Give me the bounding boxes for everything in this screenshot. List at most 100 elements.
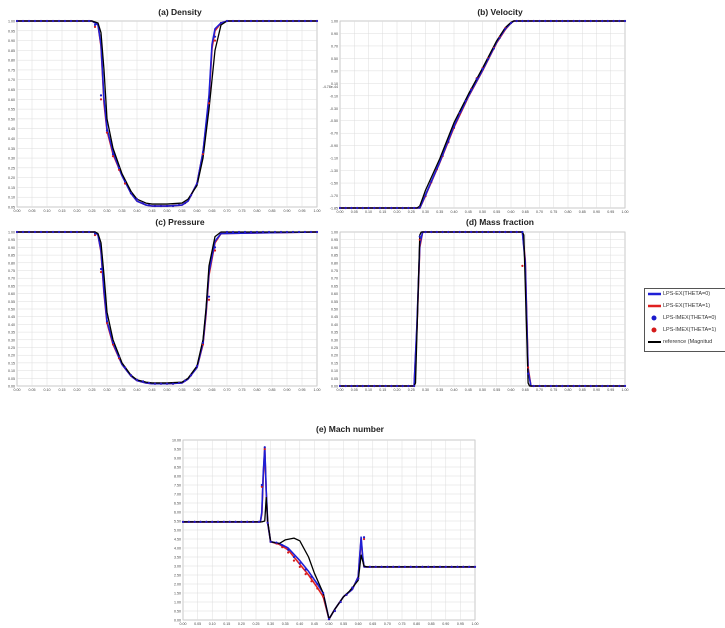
- density-point-imex0: [249, 19, 253, 23]
- density-point-imex0: [195, 182, 199, 185]
- mass-point-imex0: [549, 384, 553, 388]
- mass-point-imex0: [618, 384, 621, 388]
- velocity-point-imex0: [373, 206, 376, 210]
- mach-point-imex0: [205, 520, 208, 524]
- pressure-point-imex1: [201, 343, 205, 346]
- pressure-y-tick-label: 0.40: [8, 323, 15, 327]
- velocity-x-tick-label: 0.15: [379, 210, 386, 214]
- velocity-y-tick-label: 0.90: [331, 32, 338, 36]
- density-point-imex0: [63, 19, 67, 23]
- velocity-point-imex0: [527, 19, 530, 23]
- mach-point-imex0: [345, 593, 348, 596]
- chart-legend: LPS-EX(THETA=0) LPS-EX(THETA=1) LPS-IMEX…: [644, 288, 725, 352]
- mach-y-tick-label: 2.00: [174, 583, 181, 587]
- pressure-point-imex0: [225, 230, 229, 234]
- density-point-imex0: [261, 19, 265, 23]
- mass-point-imex0: [475, 230, 478, 234]
- mach-point-imex0: [415, 565, 418, 569]
- pressure-x-tick-label: 0.55: [179, 388, 186, 392]
- velocity-y-tick-label: -1.70: [330, 194, 338, 198]
- velocity-x-tick-label: 0.30: [422, 210, 429, 214]
- velocity-point-imex0: [418, 206, 421, 209]
- pressure-x-tick-label: 0.00: [14, 388, 21, 392]
- density-point-imex0: [177, 203, 181, 207]
- mass-x-tick-label: 0.65: [522, 388, 529, 392]
- velocity-point-imex0: [601, 19, 604, 23]
- density-y-tick-label: 0.20: [8, 176, 15, 180]
- pressure-point-imex0: [135, 378, 139, 381]
- mass-x-tick-label: 0.10: [365, 388, 372, 392]
- density-x-tick-label: 0.25: [89, 209, 96, 213]
- chart-title-velocity: (b) Velocity: [477, 7, 523, 17]
- density-x-tick-label: 0.95: [299, 209, 306, 213]
- mass-x-tick-label: 0.40: [451, 388, 458, 392]
- mach-y-tick-label: 5.50: [174, 520, 181, 524]
- legend-label-imex0: LPS-IMEX(THETA=0): [663, 315, 717, 321]
- pressure-x-tick-label: 0.75: [239, 388, 246, 392]
- mach-point-imex0: [216, 520, 220, 524]
- mass-point-imex0: [350, 384, 353, 388]
- density-point-imex1: [99, 98, 103, 101]
- mach-point-imex0: [386, 565, 389, 569]
- mach-x-tick-label: 0.40: [296, 622, 303, 626]
- mass-x-tick-label: 0.35: [436, 388, 443, 392]
- mass-point-imex0: [361, 384, 364, 388]
- mach-point-imex1: [316, 587, 319, 590]
- density-point-imex0: [15, 19, 19, 23]
- density-point-imex0: [309, 19, 313, 23]
- mach-point-imex0: [199, 520, 202, 524]
- mass-x-tick-label: 0.00: [337, 388, 344, 392]
- mass-point-imex0: [527, 372, 530, 375]
- velocity-x-tick-label: 0.90: [593, 210, 600, 214]
- mach-point-imex0: [351, 586, 354, 589]
- legend-label-imex1: LPS-IMEX(THETA=1): [663, 327, 717, 333]
- density-point-imex0: [219, 21, 223, 25]
- density-y-tick-label: 0.75: [8, 68, 15, 72]
- pressure-point-imex0: [285, 230, 289, 234]
- density-x-tick-label: 0.80: [254, 209, 261, 213]
- density-point-imex0: [147, 203, 151, 207]
- velocity-point-imex0: [350, 206, 353, 210]
- velocity-x-tick-label: 0.10: [365, 210, 372, 214]
- mass-x-tick-label: 0.95: [607, 388, 614, 392]
- pressure-x-tick-label: 1.00: [314, 388, 321, 392]
- velocity-x-tick-label: 0.40: [451, 210, 458, 214]
- density-x-tick-label: 0.10: [44, 209, 51, 213]
- velocity-y-tick-label: 0.30: [331, 69, 338, 73]
- velocity-point-imex0: [447, 140, 450, 143]
- density-y-tick-label: 0.05: [8, 206, 15, 210]
- pressure-y-tick-label: 0.20: [8, 354, 15, 358]
- velocity-point-imex0: [492, 47, 495, 50]
- mach-x-tick-label: 0.00: [180, 622, 187, 626]
- mach-y-tick-label: 7.00: [174, 493, 181, 497]
- mach-point-imex0: [310, 575, 313, 578]
- density-y-tick-label: 0.65: [8, 88, 15, 92]
- pressure-point-imex0: [255, 230, 259, 234]
- mach-point-imex0: [211, 520, 214, 524]
- velocity-point-imex0: [430, 180, 433, 183]
- mass-y-tick-label: 0.05: [331, 377, 338, 381]
- velocity-point-imex0: [435, 167, 438, 170]
- density-point-imex0: [291, 19, 295, 23]
- density-y-tick-label: 0.40: [8, 137, 15, 141]
- mach-point-imex0: [234, 520, 237, 524]
- pressure-y-tick-label: 0.10: [8, 369, 15, 373]
- density-x-tick-label: 0.70: [224, 209, 231, 213]
- legend-label-ref: reference (Magnitud: [663, 339, 713, 345]
- pressure-point-imex1: [213, 249, 217, 252]
- pressure-x-tick-label: 0.90: [284, 388, 291, 392]
- mach-x-tick-label: 0.05: [194, 622, 201, 626]
- velocity-x-tick-label: 0.00: [337, 210, 344, 214]
- mass-point-imex0: [464, 230, 467, 234]
- mass-point-imex0: [418, 235, 421, 238]
- pressure-point-imex0: [39, 230, 43, 234]
- density-point-imex0: [297, 19, 301, 23]
- pressure-point-imex0: [207, 295, 211, 298]
- pressure-point-imex1: [117, 357, 121, 360]
- velocity-y-tick-label: 1.00: [331, 20, 338, 24]
- pressure-point-imex0: [183, 379, 187, 382]
- pressure-point-imex0: [243, 230, 247, 234]
- density-y-tick-label: 0.85: [8, 49, 15, 53]
- mach-point-imex0: [263, 446, 266, 449]
